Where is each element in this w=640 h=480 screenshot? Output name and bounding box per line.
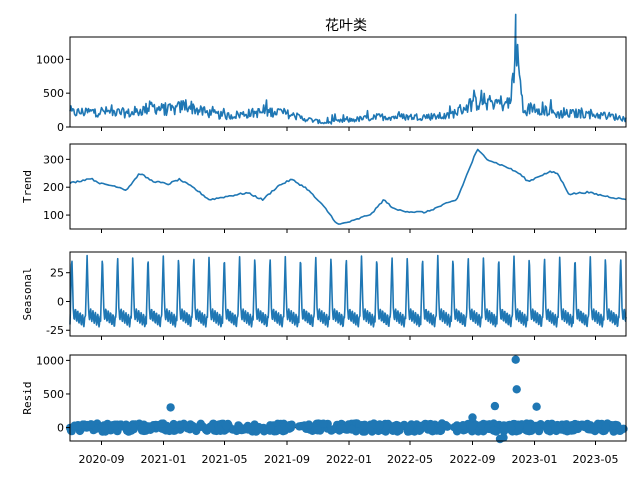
resid-point bbox=[274, 425, 283, 435]
resid-point bbox=[347, 425, 357, 434]
resid-outlier-point bbox=[532, 402, 541, 411]
resid-point bbox=[468, 422, 477, 431]
resid-axes-frame bbox=[69, 354, 627, 442]
y-tick-label: 25 bbox=[50, 267, 64, 280]
y-tick-label: 100 bbox=[43, 209, 64, 222]
trend-panel: 100 200 300 Trend bbox=[21, 143, 627, 233]
resid-point bbox=[175, 420, 184, 429]
y-tick-label: 500 bbox=[43, 388, 64, 401]
resid-point bbox=[110, 421, 120, 431]
trend-line bbox=[69, 148, 627, 225]
resid-point bbox=[436, 426, 445, 436]
resid-point bbox=[122, 422, 132, 431]
resid-point bbox=[531, 423, 541, 433]
resid-point bbox=[214, 425, 224, 434]
resid-point bbox=[593, 419, 603, 428]
resid-point bbox=[70, 421, 79, 430]
resid-point bbox=[285, 421, 294, 430]
y-tick-label: 1000 bbox=[36, 354, 64, 367]
resid-point bbox=[338, 424, 347, 434]
resid-point bbox=[609, 421, 619, 430]
x-tick-label: 2022-01 bbox=[326, 453, 372, 466]
resid-point bbox=[254, 424, 263, 433]
resid-point bbox=[515, 422, 524, 431]
resid-point bbox=[327, 426, 336, 435]
resid-point bbox=[313, 426, 322, 435]
seasonal-ylabel: Seasonal bbox=[21, 268, 34, 321]
x-tick-label: 2021-05 bbox=[202, 453, 248, 466]
resid-point bbox=[562, 420, 571, 429]
resid-point bbox=[273, 419, 282, 428]
y-tick-label: 0 bbox=[57, 422, 64, 435]
resid-point bbox=[523, 423, 532, 432]
resid-point bbox=[580, 422, 589, 431]
resid-point bbox=[458, 421, 468, 430]
resid-point bbox=[500, 424, 509, 434]
resid-point bbox=[243, 425, 253, 434]
trend-ylabel: Trend bbox=[21, 170, 34, 203]
resid-point bbox=[139, 426, 149, 436]
resid-outlier-point bbox=[511, 355, 520, 364]
resid-point bbox=[404, 423, 414, 432]
resid-point bbox=[566, 426, 575, 435]
resid-point bbox=[266, 423, 275, 433]
resid-point bbox=[86, 420, 96, 429]
observed-line bbox=[69, 13, 627, 125]
x-tick-label: 2022-05 bbox=[387, 453, 433, 466]
resid-point bbox=[235, 425, 245, 434]
x-tick-label: 2022-09 bbox=[450, 453, 496, 466]
resid-point bbox=[388, 426, 398, 435]
observed-panel: 0 500 1000 bbox=[36, 13, 627, 134]
seasonal-line bbox=[69, 254, 627, 328]
resid-point bbox=[304, 420, 314, 429]
resid-point bbox=[415, 426, 424, 435]
resid-point bbox=[601, 423, 611, 432]
x-tick-label: 2023-01 bbox=[512, 453, 558, 466]
resid-point bbox=[222, 422, 231, 431]
resid-point bbox=[543, 426, 553, 435]
resid-point bbox=[443, 422, 452, 431]
resid-panel: 0 500 1000 2020-09 2021-01 2021-05 2021-09 2022… bbox=[21, 354, 628, 466]
observed-axes-frame bbox=[69, 36, 627, 128]
seasonal-axes-frame bbox=[69, 251, 627, 337]
resid-outlier-point bbox=[495, 434, 505, 444]
resid-outlier-point bbox=[490, 401, 500, 411]
y-tick-label: 500 bbox=[43, 87, 64, 100]
resid-outlier-point bbox=[512, 385, 521, 394]
y-tick-label: 300 bbox=[43, 153, 64, 166]
resid-point bbox=[188, 421, 197, 431]
y-tick-label: 0 bbox=[57, 295, 64, 308]
resid-point bbox=[319, 419, 328, 428]
resid-outlier-point bbox=[468, 413, 477, 422]
resid-point bbox=[295, 422, 304, 431]
resid-point bbox=[157, 419, 166, 428]
x-tick-label: 2023-05 bbox=[573, 453, 619, 466]
x-tick-label: 2021-01 bbox=[141, 453, 187, 466]
y-tick-label: 0 bbox=[57, 121, 64, 134]
resid-point bbox=[100, 424, 109, 433]
trend-axes-frame bbox=[69, 143, 627, 230]
resid-point bbox=[489, 426, 498, 435]
resid-ylabel: Resid bbox=[21, 381, 34, 414]
y-tick-label: 1000 bbox=[36, 53, 64, 66]
resid-point bbox=[551, 425, 560, 434]
resid-point bbox=[426, 422, 436, 431]
resid-point bbox=[507, 422, 516, 432]
resid-point bbox=[360, 420, 369, 429]
resid-point bbox=[165, 426, 174, 436]
resid-point bbox=[375, 421, 384, 430]
y-tick-label: 200 bbox=[43, 181, 64, 194]
resid-point bbox=[589, 425, 599, 435]
resid-outlier-point bbox=[166, 403, 175, 412]
resid-point bbox=[280, 426, 289, 435]
resid-point bbox=[195, 421, 205, 430]
chart-title: 花叶类 bbox=[325, 18, 367, 34]
resid-point bbox=[206, 424, 216, 433]
x-tick-label: 2021-09 bbox=[264, 453, 310, 466]
resid-point bbox=[169, 419, 178, 429]
y-tick-label: -25 bbox=[46, 324, 64, 337]
x-tick-label: 2020-09 bbox=[79, 453, 125, 466]
seasonal-panel: -25 0 25 Seasonal bbox=[21, 251, 627, 340]
